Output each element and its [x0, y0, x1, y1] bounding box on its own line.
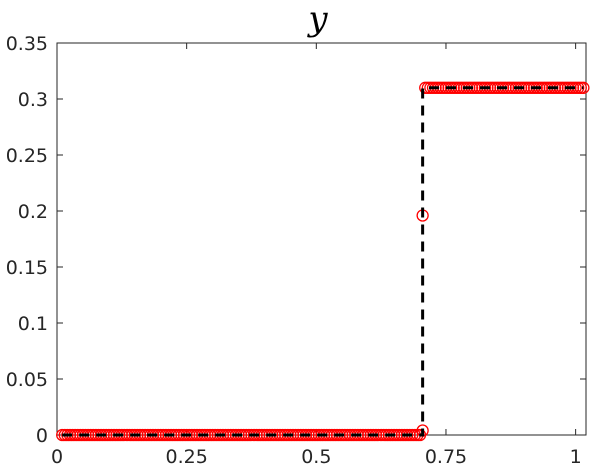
y-tick-label: 0.2: [18, 201, 48, 223]
dashed-series-line: [62, 86, 584, 437]
plot-frame: [56, 42, 587, 436]
y-tick-label: 0: [36, 425, 48, 447]
y-tick-label: 0.25: [6, 145, 48, 167]
x-axis: 0 0.25 0.5 0.75 1: [51, 43, 582, 468]
x-tick-label: 0.5: [301, 446, 331, 468]
chart-title: y: [306, 0, 328, 39]
y-tick-label: 0.35: [6, 33, 48, 55]
plot-area: [56, 81, 590, 442]
y-tick-label: 0.05: [6, 369, 48, 391]
y-tick-label: 0.1: [18, 313, 48, 335]
y-axis: 0 0.05 0.1 0.15 0.2 0.25 0.3 0.35: [6, 33, 586, 447]
x-tick-label: 0: [51, 446, 63, 468]
x-tick-label: 0.75: [425, 446, 467, 468]
x-tick-label: 0.25: [166, 446, 208, 468]
x-tick-label: 1: [570, 446, 582, 468]
y-tick-label: 0.15: [6, 257, 48, 279]
y-tick-label: 0.3: [18, 89, 48, 111]
data-point: [577, 81, 590, 94]
